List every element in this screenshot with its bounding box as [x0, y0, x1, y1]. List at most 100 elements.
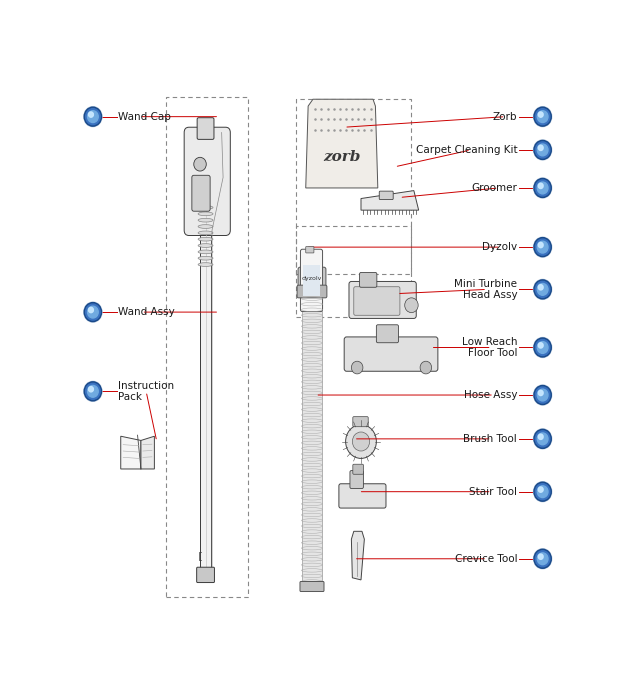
- Polygon shape: [361, 191, 418, 210]
- FancyBboxPatch shape: [344, 337, 438, 371]
- Circle shape: [535, 387, 550, 403]
- Circle shape: [84, 106, 102, 127]
- Circle shape: [194, 157, 206, 171]
- Text: Wand Cap: Wand Cap: [118, 112, 171, 121]
- Circle shape: [534, 482, 552, 501]
- Circle shape: [534, 549, 551, 568]
- Ellipse shape: [198, 263, 213, 266]
- FancyBboxPatch shape: [192, 176, 210, 211]
- Circle shape: [534, 279, 552, 299]
- FancyBboxPatch shape: [184, 127, 230, 235]
- Circle shape: [538, 553, 548, 565]
- Circle shape: [535, 281, 550, 297]
- FancyBboxPatch shape: [303, 294, 322, 587]
- Ellipse shape: [198, 218, 213, 222]
- Circle shape: [535, 340, 550, 355]
- FancyBboxPatch shape: [298, 268, 326, 292]
- FancyBboxPatch shape: [350, 471, 363, 488]
- FancyBboxPatch shape: [200, 191, 211, 576]
- Circle shape: [534, 338, 551, 357]
- Circle shape: [84, 302, 102, 322]
- Circle shape: [87, 386, 98, 397]
- Circle shape: [352, 362, 363, 374]
- FancyBboxPatch shape: [360, 272, 377, 287]
- Circle shape: [538, 145, 543, 150]
- Circle shape: [534, 178, 552, 198]
- Text: Carpet Cleaning Kit: Carpet Cleaning Kit: [415, 145, 517, 155]
- Circle shape: [87, 306, 98, 318]
- Circle shape: [538, 285, 543, 290]
- Circle shape: [538, 433, 548, 445]
- Circle shape: [534, 338, 552, 357]
- Circle shape: [538, 110, 548, 123]
- Ellipse shape: [198, 225, 213, 228]
- Circle shape: [534, 429, 552, 449]
- Circle shape: [538, 241, 548, 253]
- Text: Brush Tool: Brush Tool: [463, 434, 517, 444]
- Ellipse shape: [198, 212, 213, 215]
- FancyBboxPatch shape: [349, 281, 416, 318]
- Ellipse shape: [198, 257, 213, 260]
- Ellipse shape: [198, 237, 213, 241]
- Text: dyzolv: dyzolv: [301, 276, 322, 281]
- FancyBboxPatch shape: [353, 464, 363, 474]
- Circle shape: [534, 385, 552, 405]
- Text: Hose Assy: Hose Assy: [464, 390, 517, 400]
- Text: Dyzolv: Dyzolv: [482, 242, 517, 252]
- FancyBboxPatch shape: [297, 285, 327, 298]
- Circle shape: [405, 298, 418, 313]
- FancyBboxPatch shape: [353, 416, 368, 427]
- Polygon shape: [141, 436, 154, 469]
- Circle shape: [535, 180, 550, 196]
- Circle shape: [535, 484, 550, 499]
- Circle shape: [538, 342, 548, 353]
- Circle shape: [534, 140, 552, 160]
- Circle shape: [538, 283, 548, 295]
- Circle shape: [345, 425, 376, 458]
- Circle shape: [538, 486, 548, 497]
- Circle shape: [534, 237, 552, 257]
- Circle shape: [87, 110, 98, 123]
- FancyBboxPatch shape: [379, 191, 393, 200]
- Circle shape: [535, 142, 550, 158]
- Circle shape: [538, 182, 548, 194]
- Ellipse shape: [198, 250, 213, 254]
- Circle shape: [89, 387, 94, 392]
- Circle shape: [84, 303, 102, 322]
- Circle shape: [534, 482, 551, 501]
- FancyBboxPatch shape: [354, 287, 400, 316]
- Polygon shape: [352, 531, 365, 580]
- Polygon shape: [306, 99, 378, 188]
- Circle shape: [534, 141, 551, 159]
- Circle shape: [89, 307, 94, 313]
- Text: Low Reach
Floor Tool: Low Reach Floor Tool: [462, 337, 517, 358]
- Circle shape: [538, 434, 543, 440]
- Text: Groomer: Groomer: [471, 183, 517, 193]
- Circle shape: [86, 383, 100, 399]
- Circle shape: [538, 112, 543, 117]
- Ellipse shape: [198, 231, 213, 235]
- Circle shape: [89, 112, 94, 117]
- Circle shape: [535, 239, 550, 255]
- Circle shape: [534, 386, 551, 405]
- Circle shape: [86, 108, 100, 125]
- Circle shape: [84, 381, 102, 401]
- Polygon shape: [121, 436, 141, 469]
- FancyBboxPatch shape: [339, 484, 386, 508]
- FancyBboxPatch shape: [376, 324, 399, 343]
- Circle shape: [84, 382, 102, 401]
- Circle shape: [534, 549, 552, 569]
- Circle shape: [535, 431, 550, 447]
- Text: Zorb: Zorb: [493, 112, 517, 121]
- Text: Crevice Tool: Crevice Tool: [454, 554, 517, 564]
- Circle shape: [538, 389, 548, 401]
- Circle shape: [534, 237, 551, 257]
- Text: Stair Tool: Stair Tool: [469, 486, 517, 497]
- Ellipse shape: [198, 206, 213, 209]
- Text: Wand Assy: Wand Assy: [118, 307, 175, 317]
- FancyBboxPatch shape: [306, 246, 314, 253]
- Text: Instruction
Pack: Instruction Pack: [118, 381, 174, 402]
- Circle shape: [534, 280, 551, 299]
- FancyBboxPatch shape: [301, 249, 322, 311]
- Ellipse shape: [198, 244, 213, 248]
